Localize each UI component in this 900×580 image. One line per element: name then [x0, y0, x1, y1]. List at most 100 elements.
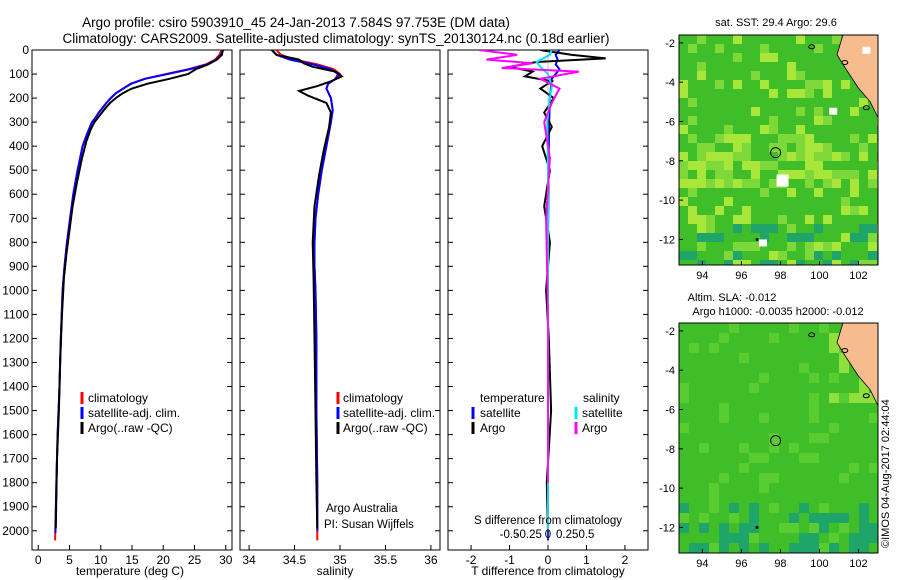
map-cell: [814, 116, 823, 125]
map-cell: [796, 71, 805, 80]
map-cell: [719, 413, 729, 423]
map-cell: [697, 179, 706, 188]
map-cell: [859, 393, 869, 403]
temperature-xlabel: temperature (deg C): [76, 564, 184, 578]
axis-ticks: 0 5 10 15 20 25 300100200300400500600700800900…: [2, 43, 648, 567]
map-cell: [733, 80, 742, 89]
y-tick-label: 1600: [2, 428, 29, 442]
x-tick-label: 10: [94, 553, 108, 567]
map-cell: [859, 152, 868, 161]
map-cell: [787, 170, 796, 179]
map-x-tick-label: 102: [849, 558, 867, 570]
map-cell: [697, 260, 706, 265]
map-cell: [724, 197, 733, 206]
x-tick-label: 15: [125, 553, 139, 567]
map-cell: [869, 413, 878, 423]
map-cell: [733, 134, 742, 143]
x-tick-label: 0: [35, 553, 42, 567]
map-cell: [719, 523, 729, 533]
y-tick-label: 1700: [2, 452, 29, 466]
map-cell: [850, 233, 859, 242]
map-cell: [724, 251, 733, 260]
map-cell: [697, 35, 706, 44]
title-line-2: Climatology: CARS2009. Satellite-adjuste…: [62, 31, 609, 46]
map-cell: [850, 134, 859, 143]
map-cell: [733, 35, 742, 44]
map-cell: [760, 188, 769, 197]
map-cell: [796, 233, 805, 242]
map-x-tick-label: 100: [810, 270, 828, 282]
map-cell: [733, 224, 742, 233]
map-cell: [814, 80, 823, 89]
map-cell: [719, 473, 729, 483]
map-cell: [868, 170, 877, 179]
map-cell: [715, 170, 724, 179]
map-cell: [759, 373, 769, 383]
series-line-t-argo: [509, 50, 606, 531]
map-cell: [799, 503, 809, 513]
map-cell: [697, 161, 706, 170]
map-cell: [799, 543, 809, 553]
temperature-legend: climatology satellite-adj. clim. Argo(..…: [80, 391, 180, 435]
map-cell: [699, 513, 709, 523]
x-tick-label: 36: [424, 553, 438, 567]
map-cell: [688, 161, 697, 170]
difference-curves: [478, 50, 606, 550]
series-line-satellite-adj-clim-: [54, 50, 225, 534]
series-line-climatology: [54, 50, 223, 541]
map-cell: [724, 152, 733, 161]
map-cell: [796, 143, 805, 152]
island-contour: [862, 393, 870, 399]
map-cell: [832, 152, 841, 161]
map-cell: [823, 89, 832, 98]
map-cell: [789, 523, 799, 533]
map-cell: [760, 44, 769, 53]
map-y-tick-label: -2: [665, 38, 675, 50]
land-mass: [836, 35, 878, 118]
map-y-tick-label: -12: [659, 522, 675, 534]
sla-map-frame: [678, 322, 879, 554]
legend-label-t-argo: Argo: [480, 421, 506, 435]
map-cell: [850, 188, 859, 197]
map-cell: [814, 224, 823, 233]
map-cell: [814, 170, 823, 179]
map-cell: [850, 179, 859, 188]
map-cell: [719, 333, 729, 343]
map-cell: [679, 513, 689, 523]
map-cell: [796, 260, 805, 265]
x-tick-label: 5: [66, 553, 73, 567]
salinity-legend: climatology satellite-adj. clim. Argo(..…: [336, 391, 435, 435]
map-cell: [778, 143, 787, 152]
x-tick-label: 25: [188, 553, 202, 567]
map-cell: [850, 107, 859, 116]
series-line-satellite-adj-clim-: [271, 50, 340, 531]
y-tick-label: 600: [9, 187, 29, 201]
y-tick-label: 1300: [2, 356, 29, 370]
map-cell: [868, 224, 877, 233]
map-cell: [733, 215, 742, 224]
map-cell: [823, 80, 832, 89]
map-cell: [679, 170, 688, 179]
map-cell: [809, 403, 819, 413]
legend-title-salinity: salinity: [583, 391, 620, 405]
x-tick-label: -2: [466, 553, 477, 567]
map-cell: [742, 242, 751, 251]
map-cell: [759, 543, 769, 553]
map-cell: [769, 161, 778, 170]
map-x-tick-label: 94: [696, 270, 708, 282]
map-cell: [809, 543, 819, 553]
map-cell: [749, 523, 759, 533]
map-cell: [839, 393, 849, 403]
map-cell: [742, 206, 751, 215]
map-cell: [839, 473, 849, 483]
map-cell: [679, 152, 688, 161]
y-tick-label: 2000: [2, 524, 29, 538]
map-cell: [697, 242, 706, 251]
map-cell: [679, 423, 689, 433]
y-tick-label: 900: [9, 259, 29, 273]
map-cell: [751, 170, 760, 179]
map-cell: [749, 513, 759, 523]
land-mass: [836, 323, 878, 406]
map-cell: [778, 215, 787, 224]
map-cell: [751, 179, 760, 188]
